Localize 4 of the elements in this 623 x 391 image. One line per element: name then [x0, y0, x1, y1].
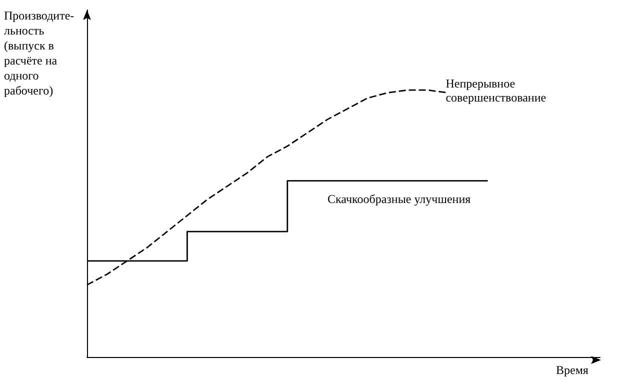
x-axis-title: Время — [556, 363, 589, 377]
series-label: Непрерывное совершенствование — [446, 76, 546, 105]
y-axis-title: Производите- льность (выпуск в расчёте на одного рабочего) — [4, 8, 74, 98]
series-label: Скачкообразные улучшения — [327, 192, 472, 206]
